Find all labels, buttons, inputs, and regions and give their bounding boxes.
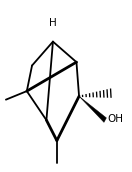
- Polygon shape: [79, 96, 106, 122]
- Text: H: H: [49, 18, 57, 28]
- Text: OH: OH: [108, 114, 124, 124]
